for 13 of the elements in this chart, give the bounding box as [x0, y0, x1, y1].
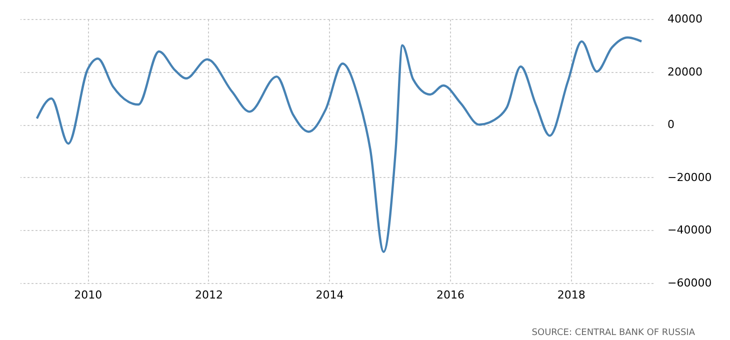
y-tick-label: −20000 — [668, 170, 712, 184]
line-series — [36, 36, 643, 253]
y-tick-label: −40000 — [668, 224, 712, 237]
x-tick-label: 2012 — [194, 288, 223, 302]
y-tick-label: −60000 — [668, 276, 712, 290]
x-tick-label: 2018 — [557, 288, 586, 302]
y-tick-label: 40000 — [668, 12, 702, 26]
x-tick-label: 2014 — [316, 288, 344, 302]
source-note: SOURCE: CENTRAL BANK OF RUSSIA — [532, 328, 696, 338]
y-tick-label: 0 — [668, 118, 674, 132]
x-tick-label: 2010 — [74, 288, 102, 302]
x-tick-label: 2016 — [436, 288, 465, 302]
y-tick-label: 20000 — [668, 65, 702, 78]
